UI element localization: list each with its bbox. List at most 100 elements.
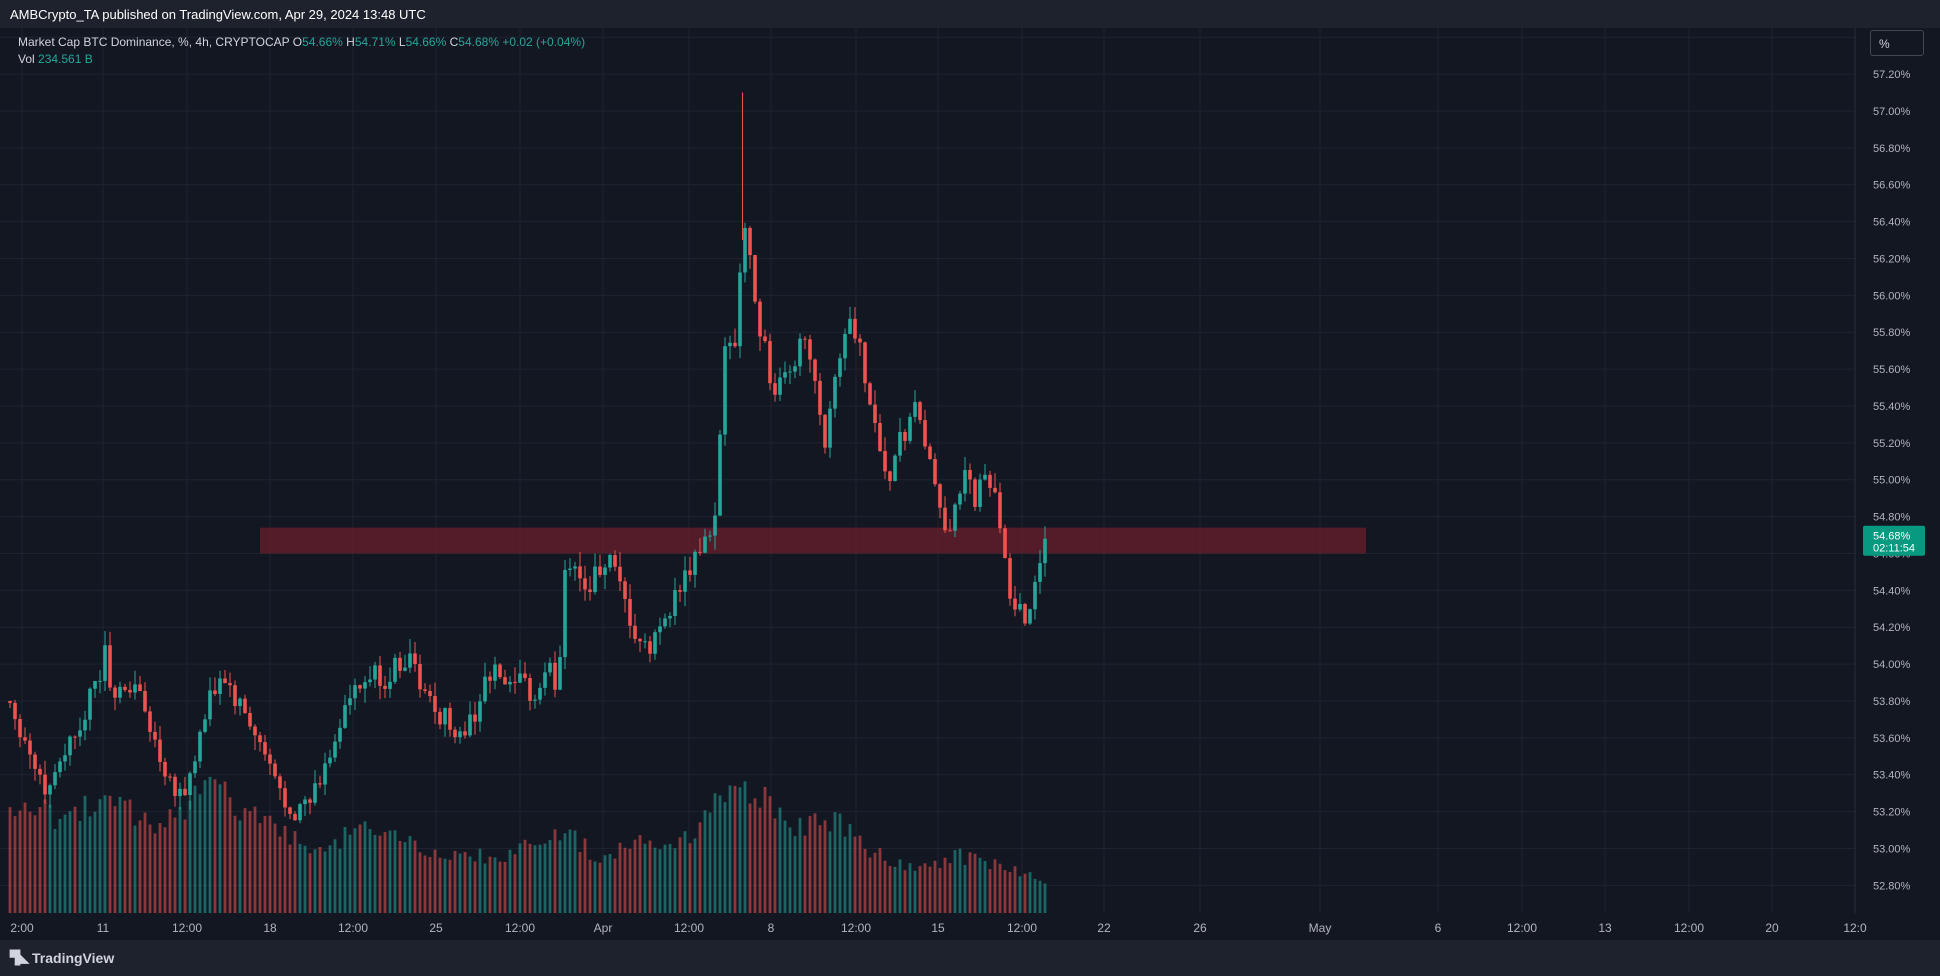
volume-bar — [888, 866, 892, 913]
volume-bar — [423, 855, 427, 913]
candle-body — [48, 785, 52, 795]
x-tick-label: 12:00 — [1007, 921, 1037, 935]
volume-bar — [833, 812, 837, 913]
candle-body — [963, 470, 967, 494]
volume-bar — [328, 845, 332, 913]
candle-body — [888, 471, 892, 481]
volume-bar — [993, 859, 997, 913]
volume-bar — [93, 811, 97, 913]
x-tick-label: 25 — [429, 921, 443, 935]
candle-body — [143, 691, 147, 712]
volume-bar — [213, 779, 217, 913]
volume-bar — [103, 795, 107, 913]
candle-body — [88, 688, 92, 720]
volume-bar — [928, 866, 932, 913]
volume-bar — [943, 857, 947, 913]
candle-body — [413, 653, 417, 664]
volume-bar — [508, 849, 512, 913]
candle-body — [23, 737, 27, 741]
candle-body — [673, 590, 677, 616]
volume-bar — [418, 852, 422, 913]
candle-body — [148, 711, 152, 732]
candle-body — [538, 687, 542, 700]
volume-bar — [728, 785, 732, 913]
candle-body — [608, 555, 612, 568]
y-tick-label: 53.00% — [1873, 843, 1911, 855]
candle-body — [368, 679, 372, 683]
candle-body — [513, 681, 517, 683]
volume-bar — [493, 857, 497, 913]
x-tick-label: 22 — [1097, 921, 1111, 935]
candle-body — [248, 712, 252, 727]
volume-bar — [358, 824, 362, 913]
x-tick-label: Apr — [594, 921, 613, 935]
volume-bar — [153, 833, 157, 913]
y-tick-label: 55.60% — [1873, 364, 1911, 376]
candle-body — [988, 474, 992, 488]
candle-body — [943, 507, 947, 531]
volume-bar — [763, 787, 767, 913]
candle-body — [173, 776, 177, 797]
volume-bar — [673, 848, 677, 913]
volume-bar — [578, 851, 582, 913]
tradingview-logo[interactable]: ▜◣ TradingView — [10, 950, 114, 966]
volume-bar — [498, 861, 502, 913]
candle-body — [303, 799, 307, 805]
volume-bar — [638, 835, 642, 913]
volume-bar — [438, 857, 442, 913]
price-chart[interactable]: 57.40%57.20%57.00%56.80%56.60%56.40%56.2… — [0, 28, 1940, 940]
candle-body — [453, 729, 457, 738]
high-value: 54.71% — [354, 35, 396, 49]
volume-bar — [323, 851, 327, 913]
candle-body — [938, 484, 942, 508]
candle-body — [1028, 609, 1032, 624]
volume-bar — [553, 829, 557, 913]
volume-bar — [298, 843, 302, 913]
volume-bar — [648, 840, 652, 913]
publisher-text: AMBCrypto_TA published on TradingView.co… — [10, 7, 426, 22]
volume-bar — [168, 809, 172, 913]
y-tick-label: 53.20% — [1873, 807, 1911, 819]
candle-body — [993, 487, 997, 493]
candle-body — [408, 653, 412, 668]
percent-scale-button[interactable]: % — [1870, 30, 1924, 56]
time-axis[interactable]: 2:00 11 12:00 18 12:00 25 12:00 Apr 12:00 8 12:00 1… — [10, 921, 1867, 935]
candle-body — [523, 673, 527, 679]
volume-bar — [53, 829, 57, 913]
volume-bar — [313, 849, 317, 913]
volume-bar — [723, 802, 727, 913]
price-axis[interactable]: 57.40%57.20%57.00%56.80%56.60%56.40%56.2… — [1873, 32, 1911, 892]
candle-body — [113, 687, 117, 698]
volume-bar — [158, 823, 162, 913]
candle-body — [278, 776, 282, 789]
x-tick-label: 13 — [1598, 921, 1612, 935]
candle-body — [8, 700, 12, 703]
y-tick-label: 53.60% — [1873, 733, 1911, 745]
x-tick-label: 11 — [97, 921, 110, 935]
candle-body — [183, 788, 187, 796]
volume-legend[interactable]: Vol 234.561 B — [18, 52, 93, 66]
x-tick-label: 12:0 — [1843, 921, 1867, 935]
volume-bar — [1038, 880, 1042, 913]
volume-bar — [78, 820, 82, 913]
volume-bar — [998, 863, 1002, 913]
volume-bar — [543, 843, 547, 913]
y-tick-label: 55.00% — [1873, 475, 1911, 487]
x-tick-label: 12:00 — [1674, 921, 1704, 935]
volume-bar — [1033, 878, 1037, 913]
volume-bar — [1043, 883, 1047, 913]
candle-body — [593, 566, 597, 593]
candle-body — [298, 804, 302, 821]
candle-body — [913, 402, 917, 417]
candlesticks — [8, 92, 1047, 824]
symbol-legend[interactable]: Market Cap BTC Dominance, %, 4h, CRYPTOC… — [18, 35, 585, 49]
candle-body — [468, 714, 472, 736]
candle-body — [778, 377, 782, 395]
candle-body — [698, 551, 702, 553]
candle-body — [28, 740, 32, 755]
candle-body — [443, 708, 447, 725]
candle-body — [668, 615, 672, 619]
x-tick-label: 26 — [1193, 921, 1207, 935]
candle-body — [363, 682, 367, 689]
candle-body — [438, 711, 442, 725]
